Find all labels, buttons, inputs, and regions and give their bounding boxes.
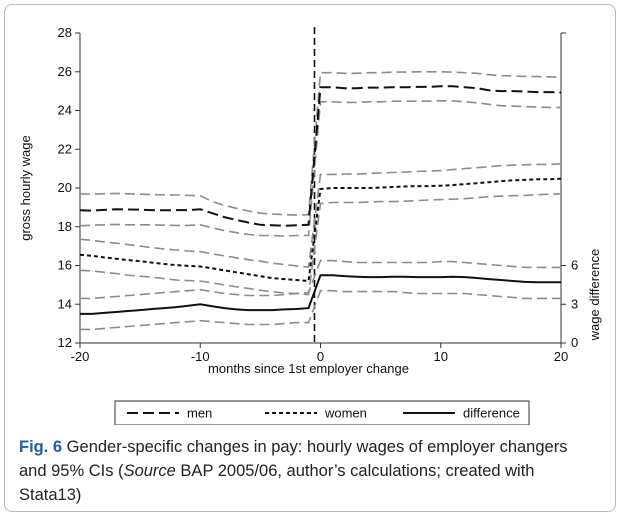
figure-caption: Fig. 6 Gender-specific changes in pay: h…	[19, 435, 599, 507]
caption-source-word: Source	[124, 462, 176, 480]
y-tick-label: 20	[58, 180, 72, 195]
legend-label-women: women	[324, 406, 367, 421]
x-tick-label: -10	[191, 349, 210, 364]
y2-tick-label: 0	[571, 335, 578, 350]
y-tick-label: 22	[58, 141, 72, 156]
y-axis-title: gross hourly wage	[18, 135, 33, 241]
ci-line-difference-lower	[80, 291, 561, 330]
y-tick-label: 16	[58, 258, 72, 273]
y-tick-label: 24	[58, 103, 72, 118]
y-tick-label: 14	[58, 296, 72, 311]
y2-tick-label: 6	[571, 258, 578, 273]
ci-line-women-upper	[80, 164, 561, 267]
x-tick-label: 20	[554, 349, 568, 364]
y-tick-label: 26	[58, 64, 72, 79]
y-tick-label: 12	[58, 335, 72, 350]
y2-axis-title: wage difference	[587, 249, 602, 342]
ci-line-men-lower	[80, 101, 561, 236]
x-axis-title: months since 1st employer change	[208, 361, 409, 376]
y-tick-label: 18	[58, 219, 72, 234]
y-tick-label: 28	[58, 25, 72, 40]
legend-label-men: men	[187, 406, 212, 421]
figure-panel: 12 14 16 18 20 22 24 26 28 0 3 6 -20 -10 0 10 20 months s…	[4, 4, 616, 512]
x-tick-label: 10	[434, 349, 448, 364]
legend-label-difference: difference	[463, 406, 520, 421]
series-line-difference	[80, 275, 561, 314]
series-line-women	[80, 179, 561, 281]
x-tick-label: -20	[71, 349, 90, 364]
y2-tick-label: 3	[571, 296, 578, 311]
caption-label: Fig. 6	[19, 438, 62, 456]
